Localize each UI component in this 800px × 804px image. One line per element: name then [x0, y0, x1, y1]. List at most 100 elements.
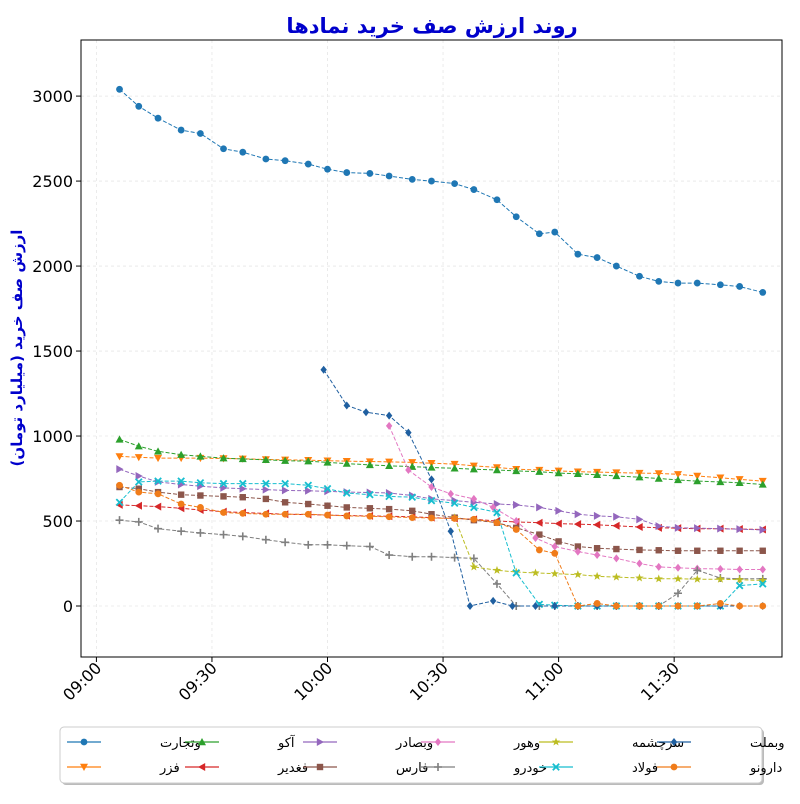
data-point [219, 454, 228, 462]
data-point [154, 502, 162, 511]
data-point [513, 500, 521, 509]
series-line [323, 369, 763, 607]
data-point [385, 492, 393, 501]
data-point [532, 602, 539, 611]
data-point [654, 470, 663, 478]
data-point [134, 501, 142, 510]
data-point [366, 512, 374, 520]
data-point [116, 465, 124, 474]
data-point [154, 490, 162, 498]
data-point [239, 148, 247, 156]
data-point [654, 474, 663, 482]
data-point [343, 401, 350, 410]
data-point [759, 602, 767, 610]
data-point [655, 602, 663, 610]
data-point [759, 525, 767, 534]
data-point [342, 489, 351, 497]
data-point [323, 458, 332, 466]
data-point [197, 130, 204, 137]
data-point [116, 481, 123, 489]
series-2 [115, 435, 767, 488]
data-point [281, 486, 290, 495]
series-4 [116, 465, 767, 534]
data-point [135, 488, 143, 496]
data-point [636, 546, 643, 554]
legend-entry: آکو [185, 734, 296, 751]
data-point [220, 509, 227, 516]
data-point [450, 464, 459, 472]
data-point [674, 547, 682, 554]
data-point [428, 475, 435, 484]
legend-label: فارس [396, 761, 428, 776]
data-point [535, 230, 543, 238]
data-point [239, 494, 246, 501]
data-point [116, 85, 123, 93]
data-point [693, 472, 702, 480]
data-point [261, 455, 270, 464]
data-point [305, 500, 312, 508]
y-tick-label: 500 [42, 512, 73, 531]
data-point [759, 289, 767, 296]
data-point [694, 524, 702, 533]
series-11 [116, 481, 767, 610]
data-point [304, 481, 313, 490]
legend-entry: وبصادر [303, 736, 433, 751]
data-point [551, 549, 559, 557]
legend-entry: خودرو [421, 761, 547, 776]
data-point [536, 531, 543, 538]
data-point [262, 485, 270, 494]
data-point [636, 602, 643, 610]
data-point [385, 551, 394, 560]
data-point [573, 469, 582, 477]
data-point [717, 547, 724, 554]
data-point [239, 484, 247, 493]
data-point [177, 527, 186, 536]
legend-entry: سرچشمه [539, 736, 684, 751]
data-point [655, 277, 663, 285]
data-point [674, 523, 683, 532]
data-point [717, 524, 725, 533]
legend-marker [670, 738, 678, 746]
data-point [320, 365, 327, 374]
data-point [593, 551, 601, 560]
data-point [612, 471, 621, 480]
data-point [674, 471, 683, 479]
legend-label: سرچشمه [632, 736, 684, 751]
data-point [593, 470, 602, 478]
data-point [385, 411, 393, 420]
data-point [219, 479, 228, 488]
data-point [693, 566, 702, 575]
data-point [154, 477, 162, 485]
data-point [466, 602, 474, 611]
data-point [305, 486, 313, 495]
data-point [735, 575, 744, 584]
legend-entry: وتجارت [67, 736, 201, 751]
data-point [492, 579, 501, 588]
data-point [555, 506, 563, 515]
data-point [493, 508, 501, 517]
data-point [655, 522, 663, 531]
legend-marker [80, 763, 88, 771]
legend-marker [316, 763, 324, 771]
data-point [238, 454, 247, 463]
data-point [177, 500, 185, 508]
data-point [716, 600, 724, 607]
data-point [574, 250, 582, 258]
data-point [612, 262, 620, 270]
data-point [470, 494, 478, 503]
data-point [716, 281, 724, 289]
data-point [612, 521, 620, 530]
y-tick-label: 0 [63, 597, 73, 616]
legend-marker [434, 763, 442, 771]
data-point [304, 457, 313, 465]
data-point [196, 452, 205, 460]
data-point [343, 512, 351, 520]
data-point [281, 499, 289, 506]
data-point [366, 490, 374, 499]
legend-marker [551, 737, 561, 746]
data-point [408, 552, 417, 561]
data-point [736, 547, 743, 554]
legend-entry: فولاد [539, 761, 658, 776]
data-point [736, 565, 743, 574]
